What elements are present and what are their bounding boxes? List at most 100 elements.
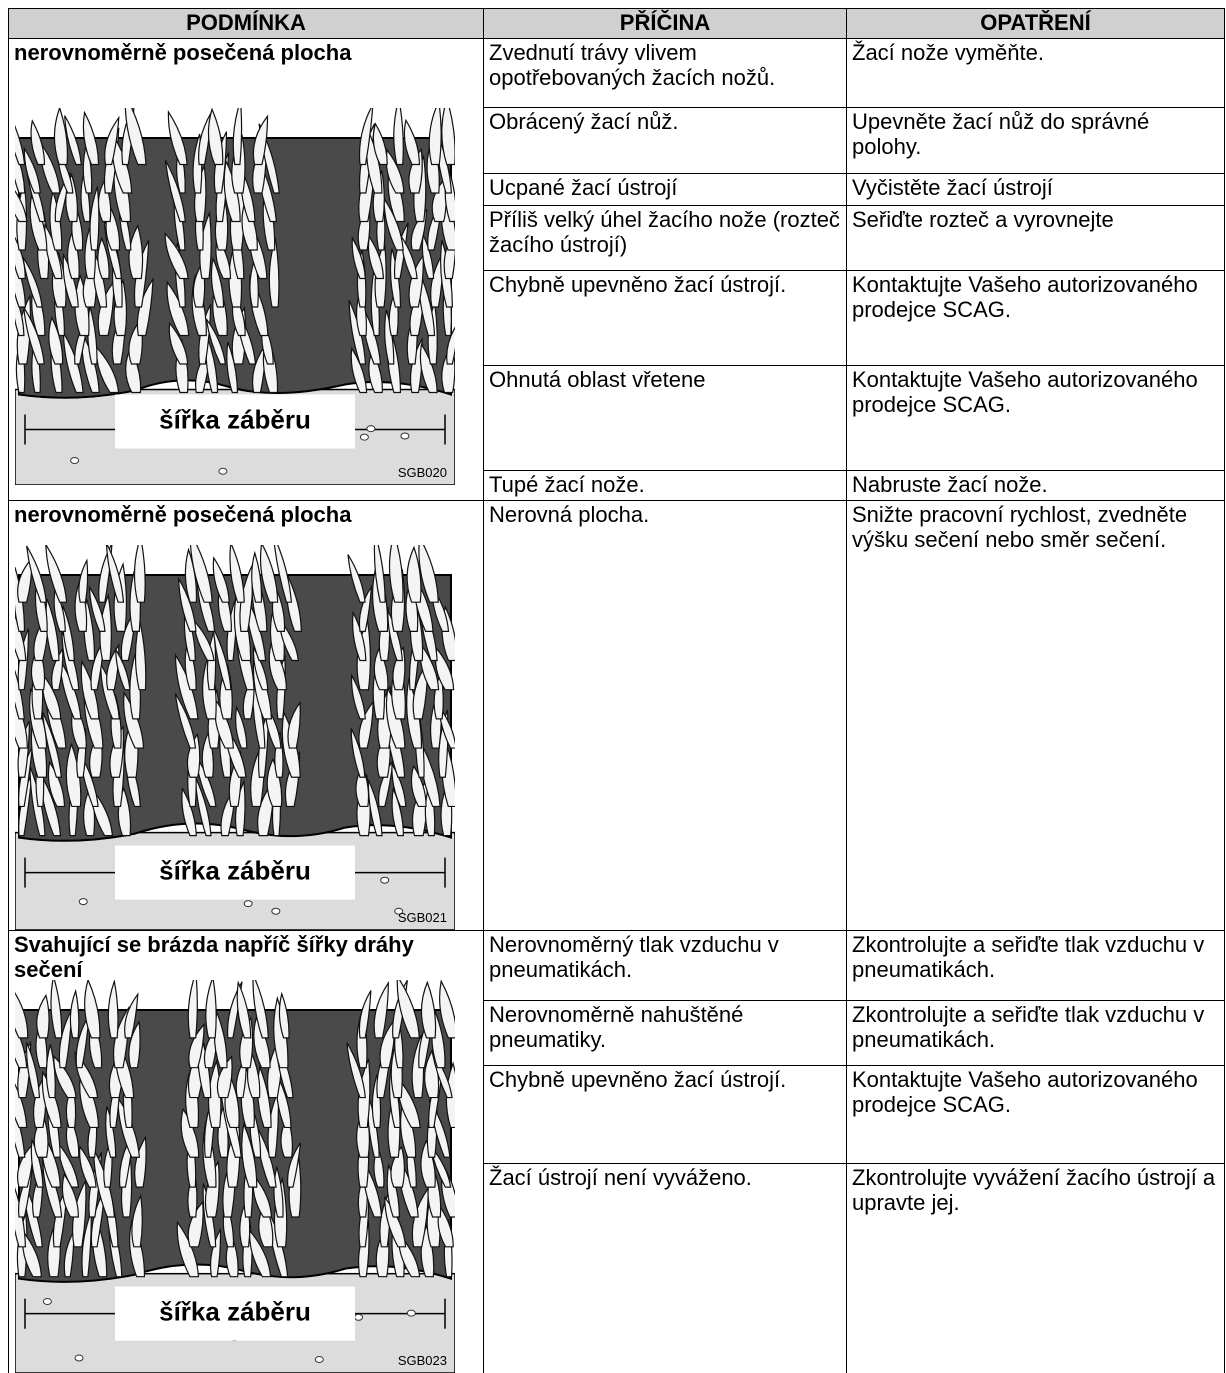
- grass-blade: [131, 1193, 143, 1248]
- grass-blade: [180, 1107, 200, 1158]
- grass-blade: [287, 1142, 302, 1188]
- grass-blade: [418, 545, 439, 603]
- remedy: Snižte pracovní rychlost, zvedněte výšku…: [852, 502, 1188, 552]
- grass-blade: [351, 236, 366, 280]
- grass-blade: [186, 733, 201, 778]
- grass-blade: [64, 115, 82, 166]
- grass-blade: [115, 647, 131, 691]
- grass-blade: [168, 321, 189, 365]
- grass-blade: [216, 1055, 233, 1099]
- grass-blade: [420, 1139, 436, 1188]
- grass-blade: [259, 545, 279, 603]
- grass-blade: [393, 108, 404, 166]
- remedy: Zkontrolujte vyvážení žacího ústrojí a u…: [852, 1165, 1216, 1215]
- pebble: [314, 1356, 324, 1364]
- grass-blade: [384, 1195, 407, 1248]
- grass-blade: [61, 605, 75, 662]
- grass-blade: [396, 980, 420, 1039]
- grass-blade: [97, 236, 110, 280]
- grass-blade: [15, 1083, 28, 1129]
- grass-blade: [226, 341, 239, 394]
- grass-blade: [82, 110, 100, 166]
- grass-blade: [373, 545, 386, 603]
- grass-blade: [181, 786, 197, 837]
- grass-blade: [410, 764, 427, 808]
- grass-blade: [164, 231, 189, 280]
- remedy: Nabruste žací nože.: [852, 472, 1048, 497]
- grass-blade: [273, 1164, 284, 1218]
- pebble: [243, 900, 253, 908]
- grass-blade: [78, 558, 89, 603]
- grass-blade: [350, 728, 366, 778]
- pebble: [271, 907, 281, 915]
- grass-blade: [124, 108, 147, 166]
- grass-blade: [136, 277, 154, 337]
- cause: Chybně upevněno žací ústrojí.: [489, 1067, 787, 1092]
- grass-blade: [428, 108, 442, 166]
- grass-blade: [23, 146, 41, 194]
- grass-blade: [232, 108, 243, 166]
- cause-cell: [483, 500, 847, 931]
- grass-blade: [105, 545, 125, 603]
- grass-blade: [99, 593, 112, 662]
- grass-blade: [390, 1145, 405, 1188]
- remedy: Kontaktujte Vašeho autorizovaného prodej…: [852, 272, 1198, 322]
- grass-blade: [176, 1220, 200, 1278]
- grass-blade: [80, 659, 100, 720]
- grass-blade: [212, 556, 230, 603]
- grass-blade: [194, 164, 207, 223]
- grass-blade: [235, 705, 248, 749]
- pebble: [78, 898, 88, 906]
- grass-blade: [209, 1227, 222, 1278]
- grass-blade: [15, 125, 26, 166]
- remedy: Zkontrolujte a seřiďte tlak vzduchu v pn…: [852, 1002, 1205, 1052]
- grass-blade: [252, 980, 269, 1039]
- grass-blade: [166, 280, 190, 337]
- grass-blade: [104, 115, 120, 166]
- grass-blade: [358, 990, 372, 1039]
- grass-blade: [268, 237, 280, 308]
- grass-blade: [287, 700, 301, 749]
- cause: Nerovná plocha.: [489, 502, 650, 527]
- grass-blade: [403, 118, 420, 166]
- grass-blade: [241, 1121, 258, 1188]
- grass-blade: [205, 980, 217, 1039]
- grass-blade: [134, 1135, 147, 1188]
- pebble: [406, 1309, 416, 1317]
- grass-blade: [88, 584, 106, 632]
- grass-blade: [128, 1020, 141, 1069]
- grass-blade: [252, 645, 269, 691]
- grass-blade: [352, 610, 367, 662]
- column-header: OPATŘENÍ: [846, 8, 1225, 39]
- grass-blade: [434, 647, 455, 691]
- grass-illustration: šířka záběru SGB023: [15, 980, 455, 1373]
- grass-blade: [53, 108, 68, 166]
- remedy: Upevněte žací nůž do správné polohy.: [852, 109, 1150, 159]
- grass-blade: [124, 992, 139, 1039]
- grass-blade: [30, 119, 46, 166]
- grass-blade: [26, 545, 47, 603]
- grass-blade: [234, 779, 246, 837]
- grass-blade: [223, 159, 241, 223]
- cause: Ohnutá oblast vřetene: [489, 367, 706, 392]
- cause: Příliš velký úhel žacího nože (rozteč ža…: [489, 207, 840, 257]
- grass-blade: [69, 988, 80, 1039]
- grass-blade: [207, 1058, 222, 1129]
- condition: nerovnoměrně posečená plocha: [14, 502, 352, 527]
- grass-blade: [358, 108, 374, 166]
- grass-blade: [50, 980, 63, 1039]
- grass-blade: [439, 980, 455, 1039]
- pebble: [70, 457, 80, 465]
- grass-blade: [89, 186, 100, 251]
- grass-blade: [347, 554, 366, 603]
- grass-blade: [62, 252, 79, 308]
- grass-blade: [257, 1064, 272, 1129]
- grass-blade: [15, 991, 29, 1039]
- grass-blade: [15, 190, 28, 223]
- grass-blade: [36, 993, 50, 1039]
- grass-blade: [236, 980, 252, 1039]
- column-header: PODMÍNKA: [8, 8, 484, 39]
- grass-blade: [251, 550, 263, 603]
- remedy: Zkontrolujte a seřiďte tlak vzduchu v pn…: [852, 932, 1205, 982]
